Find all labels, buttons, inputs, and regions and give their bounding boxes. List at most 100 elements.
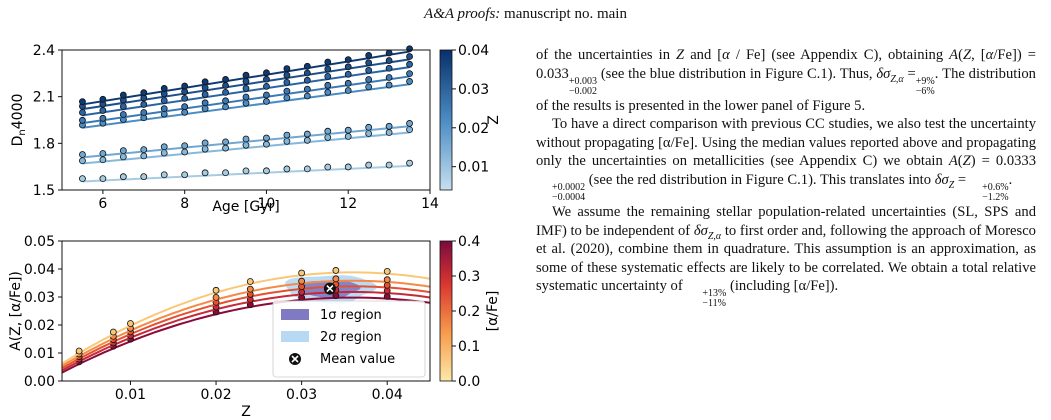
bottom-cb-tick-label-2: 0.2	[458, 304, 480, 320]
bottom-point-3-4	[246, 285, 254, 293]
curve-alpha-0	[61, 296, 431, 374]
top-point-5-4	[160, 97, 168, 104]
legend-1sigma-label: 1σ region	[320, 308, 382, 323]
top-colorbar-ticks: 0.01 0.02 0.03 0.04	[452, 43, 489, 176]
bottom-axes-frame	[61, 240, 431, 382]
top-point-3-15	[385, 81, 393, 89]
top-point-7-13	[344, 56, 352, 64]
top-point-2-15	[385, 122, 393, 130]
bottom-point-3-6	[332, 275, 340, 283]
top-point-5-9	[263, 82, 270, 90]
top-point-2-14	[365, 123, 373, 131]
top-panel: 6 8 10 12 14 1.5 1.8 2.1 2.4 Age [Gyr] Dn4000 0.…	[10, 43, 502, 215]
top-point-7-0	[79, 98, 86, 106]
top-point-3-8	[242, 99, 250, 107]
page-header: A&A proofs: manuscript no. main	[0, 6, 1051, 23]
bottom-xtick-label-1: 0.02	[200, 387, 231, 403]
bottom-xlabel: Z	[241, 404, 251, 420]
curve-alpha-3	[61, 279, 431, 367]
top-point-4-5	[181, 103, 189, 111]
top-cb-tick-label-3: 0.04	[458, 43, 489, 59]
top-point-0-12	[324, 163, 332, 171]
top-ytick-label-2: 2.1	[33, 90, 55, 106]
bottom-xtick-label-3: 0.04	[372, 387, 403, 403]
top-point-7-5	[181, 82, 189, 90]
legend-mean-marker	[289, 353, 301, 365]
top-point-0-6	[201, 169, 209, 177]
top-ytick-label-0: 1.5	[33, 183, 55, 199]
legend-2sigma-label: 2σ region	[320, 330, 382, 345]
top-point-0-15	[385, 161, 393, 169]
top-point-4-7	[222, 97, 229, 105]
top-point-1-6	[201, 145, 209, 153]
top-point-7-11	[303, 62, 311, 70]
bottom-ytick-label-0: 0.00	[24, 374, 55, 390]
bottom-point-4-7	[383, 267, 391, 275]
top-point-0-2	[119, 173, 127, 181]
legend-2sigma-swatch	[281, 331, 309, 342]
top-point-4-2	[119, 111, 127, 118]
journal-name: A&A proofs:	[424, 6, 501, 22]
top-point-1-1	[99, 156, 107, 164]
legend-1sigma-swatch	[281, 309, 309, 320]
bottom-xtick-label-0: 0.01	[115, 387, 146, 403]
top-point-2-2	[119, 147, 127, 155]
top-point-4-9	[263, 91, 270, 99]
bottom-ytick-label-3: 0.03	[24, 290, 55, 306]
top-point-2-12	[324, 127, 332, 135]
top-point-3-7	[222, 103, 229, 111]
mean-value-marker	[323, 282, 336, 295]
top-ytick-label-3: 2.4	[33, 43, 55, 59]
curve-alpha-1	[61, 291, 431, 372]
bottom-point-0-7	[383, 292, 391, 300]
bottom-ytick-label-2: 0.02	[24, 318, 55, 334]
curve-alpha-4	[61, 271, 431, 365]
bottom-point-3-7	[383, 276, 391, 284]
paragraph-3: We assume the remaining stellar populati…	[536, 203, 1036, 310]
top-point-3-10	[283, 94, 291, 102]
top-point-5-2	[119, 103, 127, 110]
top-point-0-11	[303, 165, 311, 173]
top-point-0-7	[222, 169, 229, 177]
top-point-5-15	[385, 64, 393, 72]
top-point-6-10	[283, 71, 291, 79]
bottom-point-3-5	[298, 277, 306, 285]
bottom-xtick-label-2: 0.03	[286, 387, 317, 403]
top-point-3-13	[344, 87, 352, 94]
top-colorbar	[439, 49, 453, 191]
top-point-4-10	[283, 87, 291, 95]
top-point-0-4	[160, 171, 168, 179]
top-point-4-15	[385, 74, 393, 81]
mean-value-cross	[326, 285, 334, 293]
top-point-1-14	[365, 130, 373, 137]
top-point-3-11	[303, 92, 311, 100]
top-point-7-1	[99, 95, 107, 103]
bottom-ylabel: A(Z, [α/Fe])	[8, 271, 24, 351]
top-point-5-13	[344, 70, 352, 78]
top-xtick-label-0: 6	[98, 196, 107, 212]
bottom-ticks: 0.01 0.02 0.03 0.04 0.00 0.01 0.02 0.03 0.04 0.05	[24, 234, 403, 403]
top-point-4-16	[406, 70, 413, 78]
top-point-7-10	[283, 65, 291, 72]
top-xtick-label-3: 12	[339, 196, 357, 212]
top-point-2-1	[99, 150, 107, 157]
curve-alpha-2	[61, 285, 431, 369]
top-point-5-7	[222, 88, 229, 96]
top-point-4-8	[242, 93, 250, 101]
top-point-3-12	[324, 88, 332, 96]
top-point-0-5	[181, 171, 189, 179]
top-point-1-10	[283, 137, 291, 145]
top-point-2-6	[201, 139, 209, 147]
top-point-2-16	[406, 120, 413, 127]
top-point-1-0	[79, 157, 86, 165]
top-point-0-0	[79, 175, 86, 183]
top-point-1-9	[263, 140, 270, 148]
legend-mean-label: Mean value	[320, 352, 395, 367]
top-point-3-16	[406, 78, 413, 85]
bottom-point-4-1	[109, 328, 117, 336]
bottom-point-4-5	[298, 269, 306, 277]
top-xtick-label-4: 14	[421, 196, 439, 212]
top-point-2-0	[79, 151, 86, 158]
top-point-5-3	[140, 101, 148, 108]
top-point-0-9	[263, 167, 270, 175]
